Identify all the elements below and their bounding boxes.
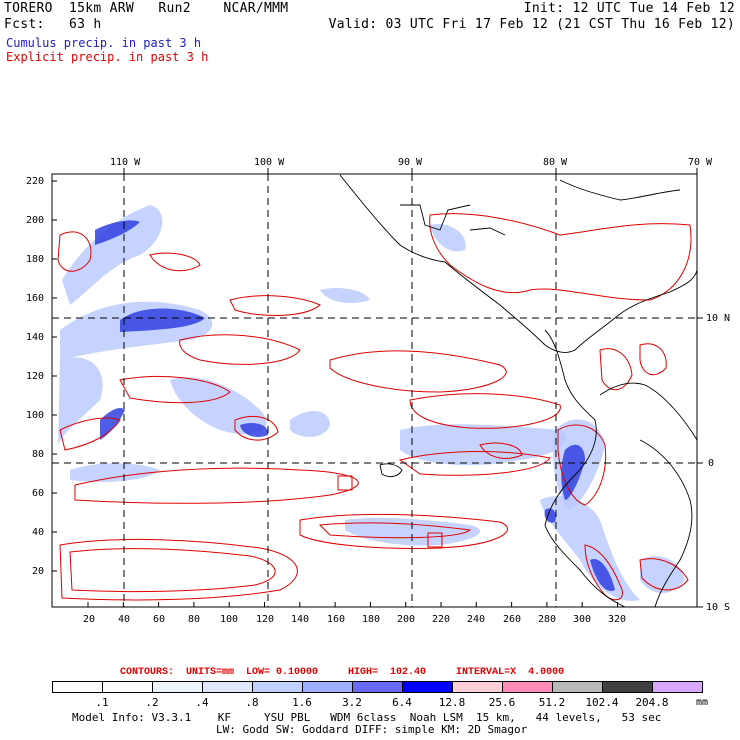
y-tick: 180 xyxy=(26,254,45,265)
lon-label: 90 W xyxy=(398,157,423,168)
colorbar-cell xyxy=(152,681,203,693)
x-tick: 280 xyxy=(538,614,557,625)
init-time: Init: 12 UTC Tue 14 Feb 12 xyxy=(523,1,735,16)
colorbar-cell xyxy=(352,681,403,693)
y-tick: 220 xyxy=(26,176,45,187)
x-tick: 180 xyxy=(362,614,381,625)
x-tick: 100 xyxy=(220,614,239,625)
x-tick: 60 xyxy=(153,614,166,625)
lat-lon-gridlines xyxy=(52,174,697,607)
colorbar-cell xyxy=(402,681,453,693)
forecast-hour: Fcst: 63 h xyxy=(4,17,102,32)
lat-label: 10 N xyxy=(706,313,731,324)
lon-label: 110 W xyxy=(110,157,141,168)
colorbar-label: 1.6 xyxy=(292,696,312,709)
y-tick: 100 xyxy=(26,410,45,421)
colorbar-units: mm xyxy=(696,697,709,708)
x-tick: 320 xyxy=(608,614,627,625)
x-tick: 160 xyxy=(327,614,346,625)
x-tick: 300 xyxy=(573,614,592,625)
colorbar-label: 12.8 xyxy=(438,696,466,709)
colorbar-label: .1 xyxy=(95,696,109,709)
legend-cumulus: Cumulus precip. in past 3 h xyxy=(6,36,202,50)
colorbar-label: 25.6 xyxy=(488,696,516,709)
y-tick: 60 xyxy=(32,488,45,499)
map-frame xyxy=(51,173,698,608)
model-physics: LW: Godd SW: Goddard DIFF: simple KM: 2D… xyxy=(216,723,528,736)
x-tick: 220 xyxy=(432,614,451,625)
y-tick: 200 xyxy=(26,215,45,226)
y-tick: 140 xyxy=(26,332,45,343)
x-tick: 20 xyxy=(83,614,96,625)
cumulus-precip-field xyxy=(58,205,685,601)
explicit-precip-contours xyxy=(57,213,692,601)
colorbar-label: 6.4 xyxy=(392,696,412,709)
colorbar-label: .8 xyxy=(245,696,259,709)
site-box-2 xyxy=(427,532,443,548)
colorbar-cell xyxy=(552,681,603,693)
colorbar-label: 51.2 xyxy=(538,696,566,709)
valid-time: Valid: 03 UTC Fri 17 Feb 12 (21 CST Thu … xyxy=(328,17,735,32)
y-tick: 160 xyxy=(26,293,45,304)
x-tick: 140 xyxy=(291,614,310,625)
y-tick: 80 xyxy=(32,449,45,460)
colorbar-label: .4 xyxy=(195,696,209,709)
lon-label: 100 W xyxy=(254,157,285,168)
x-tick: 260 xyxy=(503,614,522,625)
y-tick: 120 xyxy=(26,371,45,382)
colorbar-cell xyxy=(52,681,103,693)
colorbar-label: 204.8 xyxy=(635,696,669,709)
x-tick: 240 xyxy=(467,614,486,625)
coastlines xyxy=(339,174,697,607)
header-title: TORERO 15km ARW Run2 NCAR/MMM xyxy=(4,1,289,16)
legend-explicit: Explicit precip. in past 3 h xyxy=(6,50,209,64)
colorbar-cell xyxy=(652,681,703,693)
colorbar-cell xyxy=(452,681,503,693)
lon-label: 70 W xyxy=(688,157,713,168)
x-tick: 200 xyxy=(397,614,416,625)
lon-label: 80 W xyxy=(543,157,568,168)
colorbar-label: 3.2 xyxy=(342,696,362,709)
colorbar-label: .2 xyxy=(145,696,159,709)
colorbar-label: 102.4 xyxy=(585,696,619,709)
colorbar-cell xyxy=(202,681,253,693)
cumulus-precip-heavy xyxy=(95,220,615,591)
y-tick: 40 xyxy=(32,527,45,538)
colorbar-cell xyxy=(252,681,303,693)
x-tick: 80 xyxy=(188,614,201,625)
lat-label: 0 xyxy=(708,458,715,469)
colorbar-cell xyxy=(102,681,153,693)
y-tick: 20 xyxy=(32,566,45,577)
lat-label: 10 S xyxy=(706,602,731,613)
contour-info: CONTOURS: UNITS=mm LOW= 0.10000 HIGH= 10… xyxy=(120,667,565,678)
site-box-1 xyxy=(337,475,353,491)
colorbar-cell xyxy=(502,681,553,693)
model-info: Model Info: V3.3.1 KF YSU PBL WDM 6class… xyxy=(72,711,662,724)
colorbar-cell xyxy=(302,681,353,693)
x-tick: 120 xyxy=(256,614,275,625)
colorbar-cell xyxy=(602,681,653,693)
x-tick: 40 xyxy=(118,614,131,625)
